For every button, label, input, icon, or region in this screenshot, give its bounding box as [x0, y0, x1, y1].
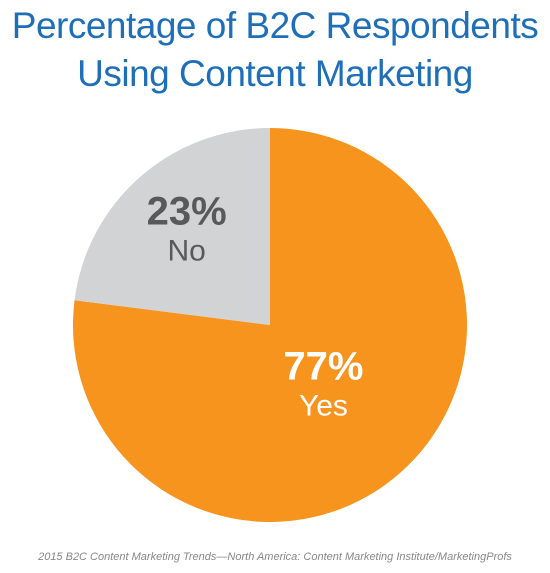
slice-category-label-yes: Yes: [299, 390, 348, 423]
slice-value-label-yes: 77%: [283, 345, 363, 389]
chart-title-line-2: Using Content Marketing: [77, 53, 473, 94]
pie-slice-yes: [73, 128, 468, 522]
chart-title: Percentage of B2C Respondents Using Cont…: [0, 2, 550, 98]
slice-category-label-no: No: [167, 234, 205, 267]
source-citation: 2015 B2C Content Marketing Trends—North …: [38, 551, 512, 563]
pie-slice-no: [74, 128, 270, 325]
chart-title-line-1: Percentage of B2C Respondents: [11, 5, 539, 46]
slice-value-label-no: 23%: [147, 189, 227, 233]
